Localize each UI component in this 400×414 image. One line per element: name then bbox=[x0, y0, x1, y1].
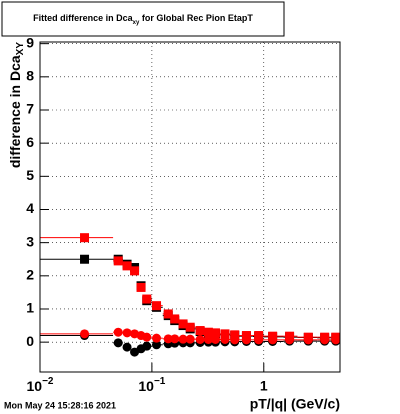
marker-square bbox=[210, 328, 220, 338]
y-tick-label: 5 bbox=[26, 167, 34, 183]
marker-circle bbox=[220, 334, 230, 344]
marker-circle bbox=[80, 329, 90, 339]
chart-title: Fitted difference in Dcaxy for Global Re… bbox=[33, 13, 253, 25]
marker-circle bbox=[320, 335, 330, 345]
y-label-text: difference in Dca bbox=[7, 55, 23, 168]
y-tick-label: 6 bbox=[26, 134, 34, 150]
marker-circle bbox=[178, 334, 188, 344]
x-tick-exponent: −1 bbox=[154, 376, 166, 387]
x-tick-label: 1 bbox=[260, 378, 268, 394]
marker-square bbox=[195, 326, 205, 336]
marker-square bbox=[136, 282, 146, 292]
y-label-sub: XY bbox=[15, 42, 26, 56]
marker-circle bbox=[122, 328, 132, 338]
x-tick-label: 10−1 bbox=[138, 376, 165, 394]
y-axis-label: difference in DcaXY bbox=[7, 42, 26, 168]
marker-circle bbox=[142, 332, 152, 342]
y-tick-label: 0 bbox=[26, 333, 34, 349]
y-tick-label: 7 bbox=[26, 101, 34, 117]
title-text: Fitted difference in Dca bbox=[33, 13, 134, 23]
title-box bbox=[1, 1, 285, 37]
marker-circle bbox=[152, 333, 162, 343]
marker-square bbox=[163, 309, 173, 319]
marker-circle bbox=[285, 335, 295, 345]
marker-square bbox=[170, 314, 180, 324]
x-tick-base: 10 bbox=[27, 378, 43, 394]
y-tick-label: 9 bbox=[26, 34, 34, 50]
marker-circle bbox=[113, 338, 123, 348]
marker-circle bbox=[203, 334, 213, 344]
marker-circle bbox=[185, 334, 195, 344]
y-tick-label: 4 bbox=[26, 200, 34, 216]
marker-square bbox=[80, 254, 90, 264]
y-tick-label: 2 bbox=[26, 267, 34, 283]
marker-square bbox=[203, 327, 213, 337]
x-tick-label: 10−2 bbox=[27, 376, 54, 394]
title-rest: for Global Rec Pion EtapT bbox=[139, 13, 253, 23]
marker-square bbox=[185, 322, 195, 332]
marker-square bbox=[220, 329, 230, 339]
marker-square bbox=[113, 256, 123, 266]
x-tick-exponent: −2 bbox=[42, 376, 54, 387]
marker-square bbox=[152, 301, 162, 311]
y-tick-label: 8 bbox=[26, 68, 34, 84]
marker-square bbox=[178, 319, 188, 329]
y-tick-label: 3 bbox=[26, 233, 34, 249]
marker-circle bbox=[113, 327, 123, 337]
marker-circle bbox=[210, 334, 220, 344]
marker-circle bbox=[163, 334, 173, 344]
x-axis-label: pT/|q| (GeV/c) bbox=[250, 396, 340, 412]
marker-circle bbox=[195, 334, 205, 344]
marker-circle bbox=[241, 335, 251, 345]
marker-circle bbox=[303, 335, 313, 345]
y-tick-label: 1 bbox=[26, 300, 34, 316]
frame bbox=[39, 41, 341, 373]
x-tick-base: 10 bbox=[138, 378, 154, 394]
footer-date: Mon May 24 15:28:16 2021 bbox=[4, 400, 116, 410]
marker-square bbox=[122, 261, 132, 271]
marker-square bbox=[80, 233, 90, 243]
marker-circle bbox=[230, 335, 240, 345]
marker-square bbox=[142, 294, 152, 304]
title-sub: xy bbox=[133, 20, 140, 26]
marker-circle bbox=[331, 335, 341, 345]
marker-circle bbox=[122, 342, 132, 352]
marker-circle bbox=[254, 335, 264, 345]
marker-circle bbox=[152, 340, 162, 350]
marker-circle bbox=[142, 341, 152, 351]
marker-circle bbox=[170, 334, 180, 344]
marker-square bbox=[230, 330, 240, 340]
marker-circle bbox=[268, 335, 278, 345]
marker-square bbox=[130, 266, 140, 276]
